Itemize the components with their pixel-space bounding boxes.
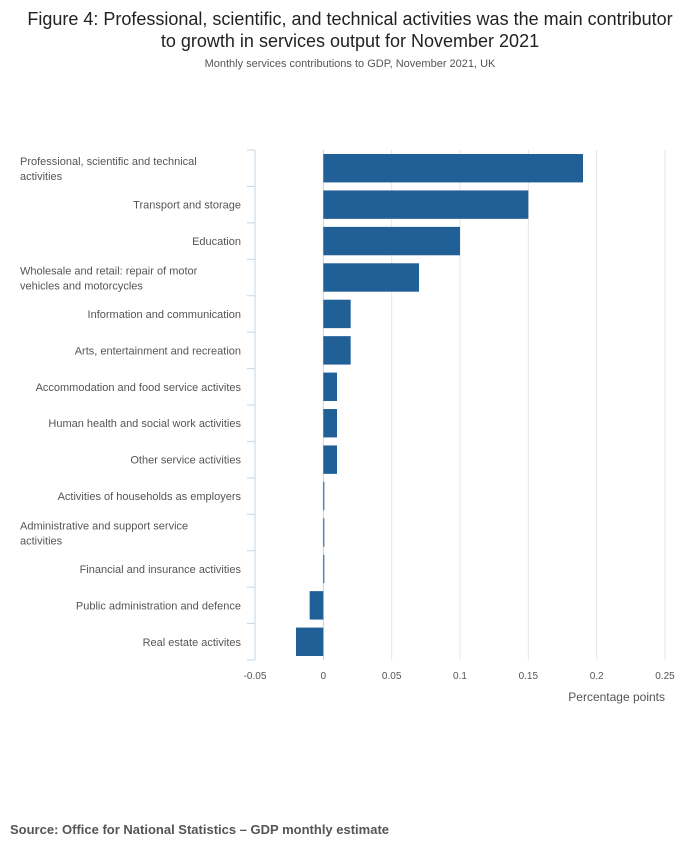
category-label: Education xyxy=(192,236,241,248)
bar xyxy=(323,299,351,329)
category-label: Real estate activites xyxy=(143,637,242,649)
bar xyxy=(323,445,337,474)
bar xyxy=(323,372,337,401)
x-tick-label: 0.15 xyxy=(519,671,539,682)
x-tick-label: 0.25 xyxy=(655,671,675,682)
category-label: Other service activities xyxy=(130,455,241,467)
category-label: Information and communication xyxy=(88,309,241,321)
category-label: Arts, entertainment and recreation xyxy=(75,345,241,357)
source-note: Source: Office for National Statistics –… xyxy=(10,822,390,837)
category-label: Transport and storage xyxy=(133,200,241,212)
bar xyxy=(323,190,529,219)
x-tick-label: 0.2 xyxy=(590,671,604,682)
x-tick-label: 0 xyxy=(321,671,327,682)
bar-chart: Professional, scientific and technical ac… xyxy=(20,149,675,704)
category-label: Accommodation and food service activites xyxy=(36,382,242,394)
chart-subtitle: Monthly services contributions to GDP, N… xyxy=(204,58,496,70)
bar xyxy=(309,591,324,620)
bar xyxy=(323,226,460,256)
category-label: Administrative and support service activi… xyxy=(20,521,188,548)
bar xyxy=(323,154,583,183)
bar xyxy=(323,518,325,547)
x-tick-label: 0.05 xyxy=(382,671,402,682)
category-label: Wholesale and retail: repair of motor veh… xyxy=(20,266,198,293)
category-label: Activities of households as employers xyxy=(58,491,242,503)
category-label: Public administration and defence xyxy=(76,600,241,612)
bar xyxy=(323,263,419,292)
x-tick-label: 0.1 xyxy=(453,671,467,682)
x-tick-label: -0.05 xyxy=(244,671,267,682)
category-label: Professional, scientific and technical ac… xyxy=(20,156,197,183)
bar xyxy=(323,336,351,365)
category-label: Human health and social work activities xyxy=(48,418,241,430)
bar xyxy=(323,481,325,511)
bar xyxy=(323,409,337,438)
category-label: Financial and insurance activities xyxy=(80,564,242,576)
chart-title: Figure 4: Professional, scientific, and … xyxy=(27,9,673,51)
bar xyxy=(323,554,325,584)
x-axis-label: Percentage points xyxy=(568,690,665,704)
bar xyxy=(296,627,324,656)
